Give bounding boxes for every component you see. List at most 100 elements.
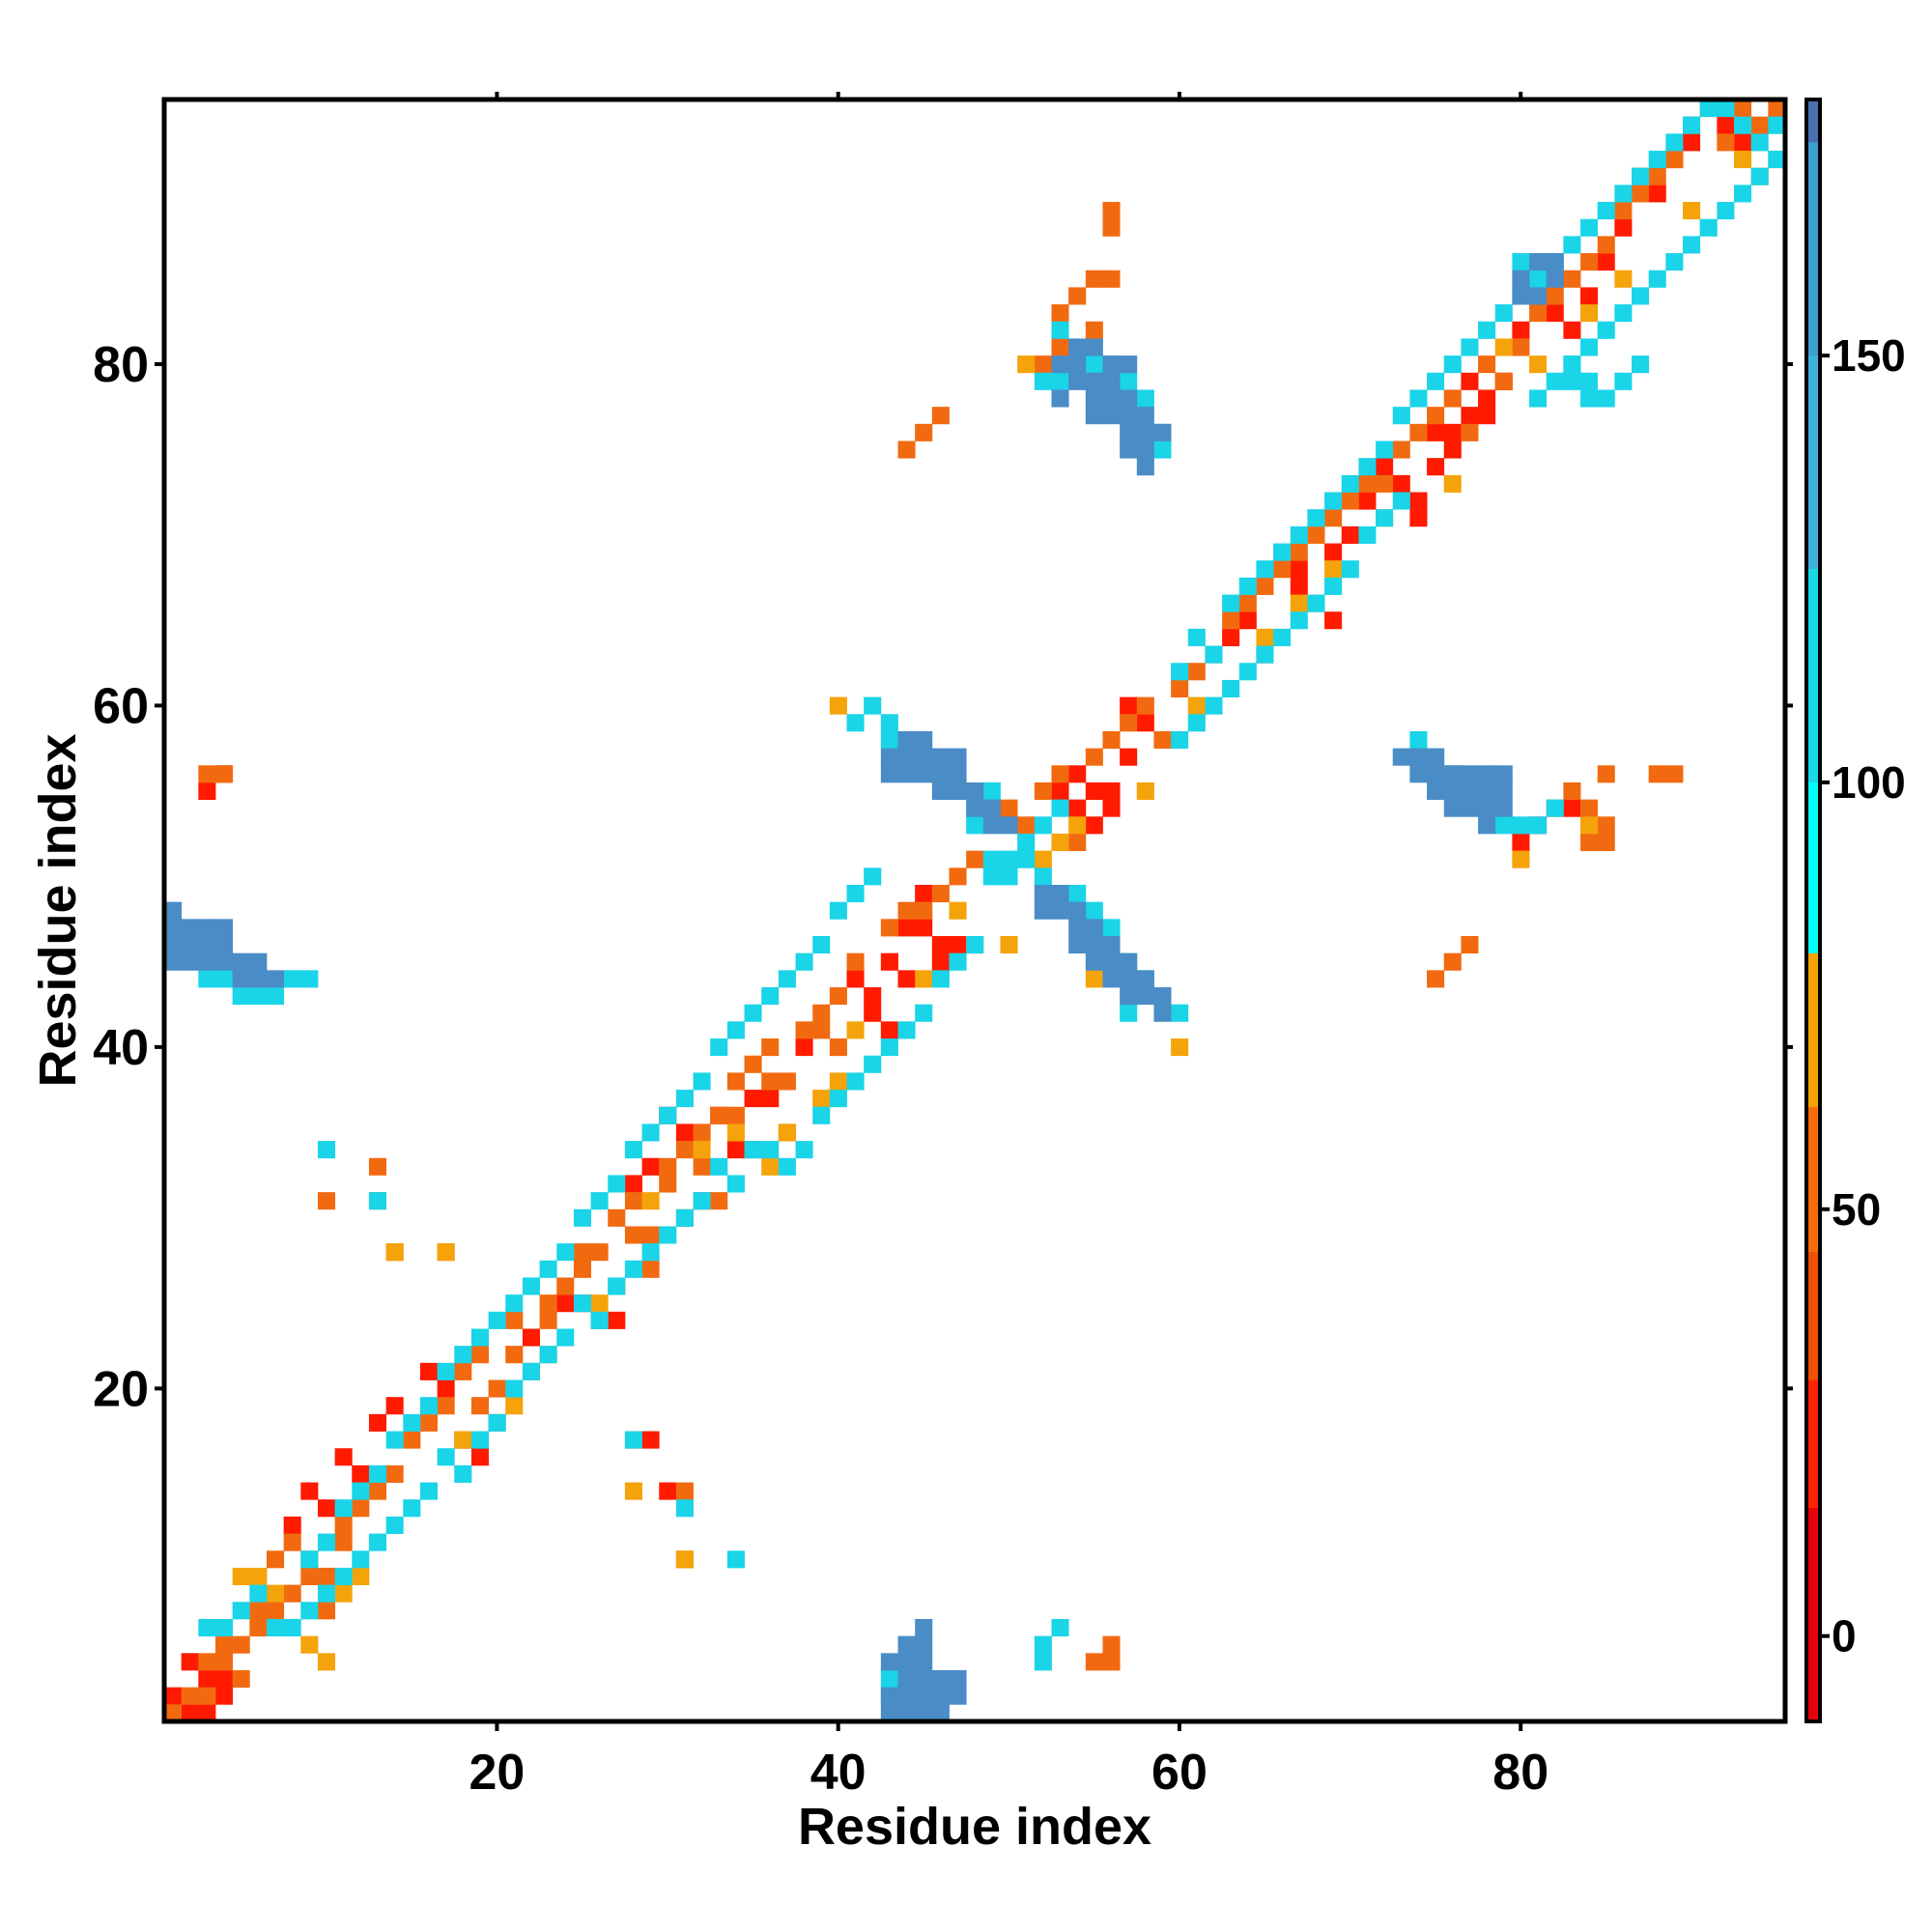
heatmap-cell <box>1546 270 1564 288</box>
heatmap-cell <box>1580 799 1599 817</box>
heatmap-cell <box>1085 952 1103 971</box>
heatmap-cell <box>198 765 216 783</box>
heatmap-cell <box>232 987 250 1006</box>
heatmap-cell <box>590 1243 609 1262</box>
heatmap-cell <box>880 714 898 732</box>
heatmap-cell <box>1512 321 1530 339</box>
heatmap-cell <box>864 1055 882 1073</box>
heatmap-cell <box>317 1653 336 1671</box>
heatmap-cell <box>710 1038 728 1057</box>
heatmap-cell <box>931 1704 950 1721</box>
heatmap-cell <box>1392 407 1410 425</box>
heatmap-cell <box>1341 492 1359 510</box>
heatmap-cell <box>266 1618 285 1637</box>
heatmap-cell <box>1461 372 1479 390</box>
heatmap-cell <box>300 970 319 988</box>
heatmap-cell <box>419 1482 439 1500</box>
heatmap-cell <box>1597 321 1615 339</box>
heatmap-cell <box>198 1618 216 1637</box>
heatmap-cell <box>1478 765 1496 783</box>
heatmap-cell <box>198 1687 216 1705</box>
heatmap-cell <box>181 936 199 954</box>
heatmap-cell <box>1324 492 1343 510</box>
heatmap-cell <box>675 1550 694 1569</box>
heatmap-cell <box>1187 663 1206 681</box>
heatmap-cell <box>829 901 847 920</box>
heatmap-cell <box>1768 99 1785 118</box>
heatmap-cell <box>1102 1635 1121 1654</box>
heatmap-cell <box>880 748 898 766</box>
heatmap-cell <box>164 952 183 971</box>
heatmap-cell <box>1102 202 1121 220</box>
heatmap-cell <box>1238 663 1257 681</box>
heatmap-cell <box>966 781 984 801</box>
heatmap-cell <box>949 1669 967 1689</box>
heatmap-cell <box>1461 781 1479 801</box>
heatmap-cell <box>864 696 882 715</box>
heatmap-cell <box>897 730 916 749</box>
heatmap-cell <box>1392 748 1410 766</box>
heatmap-cell <box>1632 185 1650 203</box>
heatmap-cell <box>505 1346 524 1364</box>
y-tick-label: 80 <box>93 337 149 393</box>
heatmap-cell <box>164 936 183 954</box>
heatmap-cell <box>726 1550 745 1569</box>
heatmap-cell <box>982 850 1001 868</box>
heatmap-cell <box>1580 833 1599 852</box>
heatmap-cell <box>1171 730 1189 749</box>
heatmap-cell <box>1290 543 1308 561</box>
heatmap-cell <box>368 1413 387 1432</box>
heatmap-cell <box>1494 304 1513 323</box>
heatmap-cell <box>1580 287 1599 305</box>
heatmap-cell <box>880 1653 898 1671</box>
heatmap-cell <box>1392 474 1410 493</box>
heatmap-cell <box>164 1704 183 1721</box>
heatmap-cell <box>1443 389 1462 408</box>
heatmap-cell <box>1580 218 1599 237</box>
heatmap-cell <box>1648 167 1666 185</box>
heatmap-cell <box>624 1260 642 1278</box>
heatmap-cell <box>1171 679 1189 697</box>
heatmap-cell <box>1102 952 1121 971</box>
heatmap-cell <box>1358 492 1377 510</box>
heatmap-cell <box>1051 833 1069 852</box>
heatmap-cell <box>1341 526 1359 544</box>
heatmap-cell <box>1683 116 1701 134</box>
heatmap-cell <box>710 1106 728 1124</box>
heatmap-cell <box>880 1038 898 1057</box>
heatmap-cell <box>1683 133 1701 152</box>
heatmap-cell <box>1512 287 1530 305</box>
heatmap-cell <box>897 1704 916 1721</box>
heatmap-cell <box>181 1687 199 1705</box>
heatmap-cell <box>214 1669 234 1689</box>
heatmap-cell <box>1512 270 1530 288</box>
heatmap-cell <box>1734 133 1752 152</box>
heatmap-cell <box>693 1123 711 1142</box>
heatmap-cell <box>1665 151 1684 169</box>
heatmap-cell <box>334 1516 353 1534</box>
heatmap-cell <box>693 1192 711 1210</box>
heatmap-cell <box>931 1687 950 1705</box>
heatmap-cell <box>1205 696 1223 715</box>
heatmap-cell <box>1051 355 1069 374</box>
heatmap-cell <box>522 1328 540 1347</box>
heatmap-cell <box>334 1533 353 1551</box>
colorbar <box>1806 99 1820 1721</box>
heatmap-cell <box>1273 543 1292 561</box>
heatmap-cell <box>164 919 183 937</box>
x-tick-label: 80 <box>1492 1745 1548 1801</box>
heatmap-cell <box>573 1260 591 1278</box>
heatmap-cell <box>249 987 268 1006</box>
heatmap-cell <box>1120 372 1138 390</box>
heatmap-cell <box>1290 560 1308 579</box>
heatmap-cell <box>829 987 847 1006</box>
y-tick-label: 20 <box>93 1361 149 1417</box>
heatmap-cell <box>1648 151 1666 169</box>
heatmap-cell <box>317 1584 336 1603</box>
heatmap-cell <box>1597 236 1615 254</box>
heatmap-cell <box>1120 696 1138 715</box>
heatmap-cell <box>539 1294 557 1313</box>
heatmap-cell <box>1034 1635 1052 1654</box>
heatmap-cell <box>1529 816 1548 835</box>
